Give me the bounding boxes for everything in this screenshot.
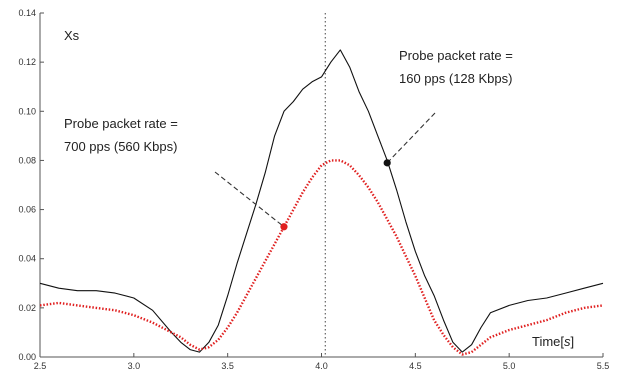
x-axis-title: Time[s] [532,334,574,349]
y-tick-label: 0.10 [18,106,36,116]
y-tick-label: 0.12 [18,57,36,67]
data-point-marker [280,223,288,231]
y-tick-label: 0.06 [18,205,36,215]
y-tick-label: 0.14 [18,8,36,18]
y-tick-label: 0.04 [18,254,36,264]
x-tick-label: 5.0 [503,361,516,371]
x-tick-label: 4.5 [409,361,422,371]
x-tick-label: 3.5 [221,361,234,371]
x-tick-label: 2.5 [34,361,47,371]
data-point-marker [383,159,391,167]
x-axis-title-main: Time [532,334,560,349]
series-line-dotted [39,159,604,356]
y-tick-label: 0.02 [18,303,36,313]
y-tick-label: 0.00 [18,352,36,362]
y-tick-label: 0.08 [18,155,36,165]
x-tick-label: 4.0 [315,361,328,371]
series-line-solid [39,49,604,353]
x-tick-label: 5.5 [597,361,610,371]
annotation-leaders [214,112,436,228]
y-axis-title: Xs [64,28,80,43]
series-layer [39,49,604,356]
annotation-700pps-line1: Probe packet rate = [64,116,178,131]
annotation-700pps-line2: 700 pps (560 Kbps) [64,139,177,154]
annotation-160pps-line1: Probe packet rate = [399,48,513,63]
x-tick-label: 3.0 [128,361,141,371]
annotation-leader-line [386,112,436,164]
annotation-leader-line [214,171,285,228]
tick-layer: 2.5 3.0 3.5 4.0 4.5 5.0 5.5 0.00 0.02 0.04 0.06 0.0… [18,8,609,371]
annotation-160pps-line2: 160 pps (128 Kbps) [399,71,512,86]
x-axis-title-unit: s [564,334,571,349]
axes [39,13,603,358]
marker-layer [280,159,391,231]
